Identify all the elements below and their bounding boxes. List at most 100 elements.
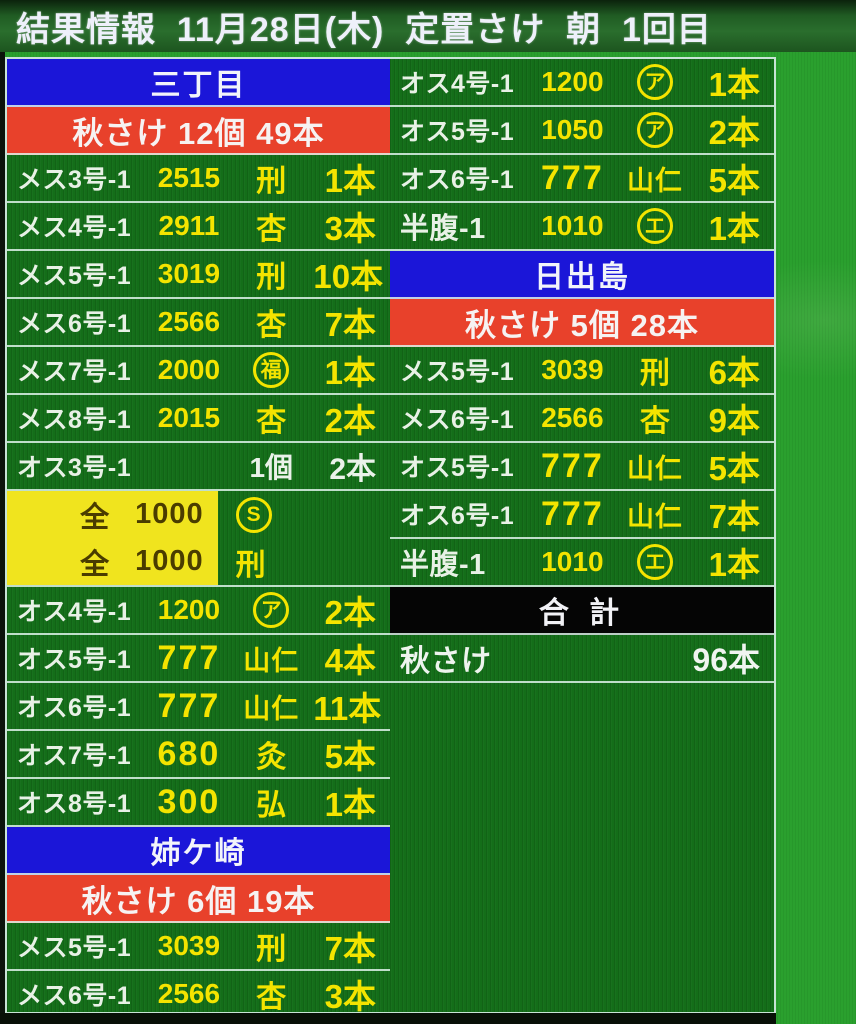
price-value: 1010 bbox=[541, 546, 604, 577]
catch-summary-label: 秋さけ 6個 19本 bbox=[81, 883, 316, 919]
total-header-label: 合 計 bbox=[538, 597, 626, 630]
count-value: 10本 bbox=[313, 258, 384, 295]
buyer-mark-cell: 杏 bbox=[229, 972, 313, 1014]
buyer-mark-cell: 刑 bbox=[613, 348, 697, 392]
count-value: 1本 bbox=[708, 210, 760, 247]
price-value: 2566 bbox=[541, 402, 604, 433]
auction-row: オス6号-1 777 山仁 11本 bbox=[7, 683, 390, 731]
price-value: 3019 bbox=[157, 258, 221, 289]
count-value: 7本 bbox=[324, 930, 376, 967]
buyer-mark: 山仁 bbox=[626, 453, 683, 484]
count-value: 2本 bbox=[329, 453, 376, 486]
price-value: 777 bbox=[541, 494, 604, 533]
buyer-mark-cell: 杏 bbox=[229, 300, 313, 344]
price-value: 1050 bbox=[541, 114, 604, 145]
auction-row: 半腹-1 1010 エ 1本 bbox=[390, 203, 774, 251]
catch-summary: 秋さけ 6個 19本 bbox=[7, 875, 390, 923]
page-title: 結果情報 11月28日(木) 定置さけ 朝 1回目 bbox=[16, 10, 712, 49]
section-header-label: 姉ケ崎 bbox=[150, 837, 247, 870]
count-value: 2本 bbox=[324, 594, 376, 631]
auction-row: 半腹-1 1010 エ 1本 bbox=[390, 539, 774, 587]
lot-label: メス5号-1 bbox=[400, 358, 515, 386]
count-value: 4本 bbox=[324, 642, 376, 679]
all-label: 全 bbox=[80, 548, 110, 581]
catch-summary-label: 秋さけ 5個 28本 bbox=[465, 307, 699, 343]
buyer-mark-glyph: 福 bbox=[260, 358, 282, 382]
buyer-mark-cell: ア bbox=[229, 592, 313, 628]
lot-label: メス6号-1 bbox=[17, 982, 132, 1010]
buyer-mark-cell: エ bbox=[613, 544, 697, 580]
lot-label: オス5号-1 bbox=[400, 454, 515, 482]
auction-row: メス6号-1 2566 杏 3本 bbox=[7, 971, 390, 1014]
price-value: 777 bbox=[541, 446, 604, 485]
auction-row: メス3号-1 2515 刑 1本 bbox=[7, 155, 390, 203]
buyer-mark-circle: ア bbox=[636, 64, 673, 100]
auction-row: メス6号-1 2566 杏 7本 bbox=[7, 299, 390, 347]
price-value: 2566 bbox=[157, 978, 221, 1009]
auction-row: オス3号-1 1個 2本 bbox=[7, 443, 390, 491]
buyer-mark: 杏 bbox=[256, 405, 287, 438]
buyer-mark-cell: ア bbox=[613, 112, 697, 148]
buyer-mark-circle: S bbox=[235, 496, 272, 533]
section-header: 姉ケ崎 bbox=[7, 827, 390, 875]
auction-row: オス5号-1 777 山仁 5本 bbox=[390, 443, 774, 491]
section-header: 三丁目 bbox=[7, 59, 390, 107]
section-header-label: 日出島 bbox=[534, 261, 630, 294]
buyer-mark: 杏 bbox=[256, 981, 287, 1014]
buyer-mark: 杏 bbox=[256, 309, 287, 342]
count-value: 11本 bbox=[313, 690, 382, 727]
buyer-mark-glyph: ア bbox=[644, 70, 666, 94]
buyer-mark: 灸 bbox=[256, 741, 287, 774]
lot-label: オス5号-1 bbox=[17, 646, 132, 674]
auction-row: オス6号-1 777 山仁 5本 bbox=[390, 155, 774, 203]
buyer-mark: 刑 bbox=[256, 933, 287, 966]
lot-label: オス6号-1 bbox=[17, 694, 132, 722]
highlight-line: 全 1000 bbox=[7, 494, 218, 536]
buyer-mark-glyph: エ bbox=[644, 214, 666, 238]
section-header-label: 三丁目 bbox=[150, 69, 247, 102]
total-species-label: 秋さけ bbox=[400, 645, 492, 678]
count-value: 3本 bbox=[324, 210, 376, 247]
lot-label: 半腹-1 bbox=[400, 549, 486, 581]
lot-label: オス5号-1 bbox=[400, 118, 515, 146]
total-row: 秋さけ 96本 bbox=[390, 635, 774, 683]
buyer-mark-glyph: S bbox=[246, 503, 261, 526]
auction-row: オス6号-1 777 山仁 7本 bbox=[390, 491, 774, 539]
left-results-table: 三丁目秋さけ 12個 49本メス3号-1 2515 刑 1本 メス4号-1 2911 杏 3本… bbox=[5, 57, 392, 1014]
catch-summary: 秋さけ 12個 49本 bbox=[7, 107, 390, 155]
lot-label: メス3号-1 bbox=[17, 166, 132, 194]
catch-summary-label: 秋さけ 12個 49本 bbox=[72, 115, 325, 151]
buyer-mark-cell: 弘 bbox=[229, 780, 313, 824]
screen-edge bbox=[0, 52, 5, 1024]
lot-label: メス6号-1 bbox=[400, 406, 515, 434]
buyer-mark: 弘 bbox=[256, 789, 287, 822]
buyer-mark-cell: 刑 bbox=[229, 156, 313, 200]
count-value: 5本 bbox=[324, 738, 376, 775]
buyer-mark-cell: S bbox=[218, 493, 390, 537]
count-value: 1本 bbox=[324, 354, 376, 391]
empty-area bbox=[390, 683, 774, 1012]
buyer-mark-cell: 刑 bbox=[229, 924, 313, 968]
price-value: 1200 bbox=[541, 66, 604, 97]
count-value: 9本 bbox=[708, 402, 760, 439]
buyer-mark-circle: ア bbox=[253, 592, 290, 628]
price-value: 3039 bbox=[541, 354, 604, 385]
count-value: 7本 bbox=[324, 306, 376, 343]
buyer-mark-cell: 杏 bbox=[613, 396, 697, 440]
price-value: 2015 bbox=[157, 402, 221, 433]
total-header: 合 計 bbox=[390, 587, 774, 635]
buyer-mark-cell: エ bbox=[613, 208, 697, 244]
price-value: 1010 bbox=[541, 210, 604, 241]
price-value: 2566 bbox=[157, 306, 221, 337]
buyer-mark-glyph: ア bbox=[644, 118, 666, 142]
count-value: 5本 bbox=[708, 162, 760, 199]
price-value: 777 bbox=[157, 638, 221, 677]
lot-label: オス6号-1 bbox=[400, 166, 515, 194]
buyer-mark-circle: 福 bbox=[253, 352, 290, 388]
count-value: 6本 bbox=[708, 354, 760, 391]
lot-label: 半腹-1 bbox=[400, 213, 486, 245]
auction-row: メス4号-1 2911 杏 3本 bbox=[7, 203, 390, 251]
price-value: 1200 bbox=[157, 594, 221, 625]
